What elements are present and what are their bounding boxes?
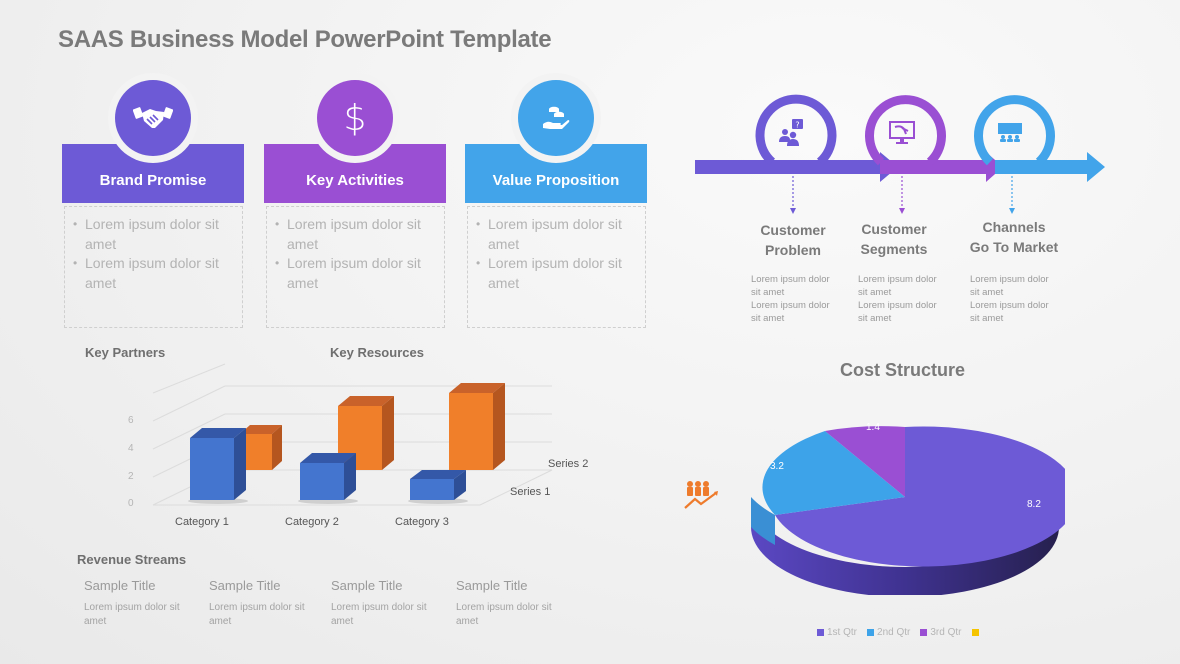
process-arrow-diagram <box>695 94 1105 214</box>
key-resources-label: Key Resources <box>330 345 424 360</box>
legend-swatch <box>867 629 875 636</box>
revenue-item-title: Sample Title <box>84 578 156 593</box>
step-customer-problem-title: Customer Problem <box>760 222 826 258</box>
revenue-item: Sample Title Lorem ipsum dolor sit amet <box>331 578 451 629</box>
category-label: Category 1 <box>175 516 229 528</box>
cost-structure-3d-pie-chart: 8.2 3.2 1.4 <box>751 422 1065 595</box>
coins-in-hand-icon <box>518 80 594 156</box>
step-channels-text: Lorem ipsum dolor sit amet Lorem ipsum d… <box>970 274 1049 324</box>
legend-swatch <box>971 629 979 636</box>
key-partners-label: Key Partners <box>85 345 166 360</box>
revenue-item: Sample Title Lorem ipsum dolor sit amet <box>456 578 576 629</box>
legend-swatch <box>817 629 824 636</box>
card-body: Lorem ipsum dolor sit amet Lorem ipsum d… <box>266 206 445 328</box>
revenue-item-text: Lorem ipsum dolor sit amet <box>331 602 427 627</box>
key-resources-3d-bar-chart <box>152 363 553 506</box>
legend-item: 2nd Qtr <box>867 627 910 638</box>
dollar-icon: $ <box>317 80 393 156</box>
revenue-item-text: Lorem ipsum dolor sit amet <box>84 602 180 627</box>
pie-data-label: 1.4 <box>866 422 880 433</box>
card-body: Lorem ipsum dolor sit amet Lorem ipsum d… <box>64 206 243 328</box>
cost-structure-title: Cost Structure <box>840 360 966 380</box>
monitor-chart-icon <box>889 121 915 144</box>
legend-item <box>971 629 982 636</box>
y-tick: 4 <box>128 443 134 454</box>
revenue-item-title: Sample Title <box>456 578 528 593</box>
series-label: Series 1 <box>510 486 551 498</box>
y-tick: 0 <box>128 498 134 509</box>
legend-item: 3rd Qtr <box>920 627 962 638</box>
bullet-item: Lorem ipsum dolor sit amet <box>275 215 438 254</box>
bullet-item: Lorem ipsum dolor sit amet <box>476 254 639 293</box>
legend-item: 1st Qtr <box>817 627 857 638</box>
revenue-item-title: Sample Title <box>331 578 403 593</box>
svg-text:?: ? <box>795 121 799 130</box>
step-channels-title: Channels Go To Market <box>969 219 1059 255</box>
step-customer-segments-title: Customer Segments <box>860 221 928 257</box>
pie-data-label: 8.2 <box>1027 499 1041 510</box>
slide-title: SAAS Business Model PowerPoint Template <box>58 26 552 53</box>
category-label: Category 3 <box>395 516 449 528</box>
handshake-icon <box>115 80 191 156</box>
revenue-item: Sample Title Lorem ipsum dolor sit amet <box>84 578 204 629</box>
people-question-icon: ? <box>779 119 803 146</box>
pie-legend: 1st Qtr 2nd Qtr 3rd Qtr <box>817 627 982 638</box>
step-customer-segments-text: Lorem ipsum dolor sit amet Lorem ipsum d… <box>858 274 937 324</box>
revenue-item-text: Lorem ipsum dolor sit amet <box>456 602 552 627</box>
y-tick: 6 <box>128 415 134 426</box>
revenue-item-title: Sample Title <box>209 578 281 593</box>
bullet-item: Lorem ipsum dolor sit amet <box>476 215 639 254</box>
bullet-item: Lorem ipsum dolor sit amet <box>275 254 438 293</box>
legend-swatch <box>920 629 928 636</box>
revenue-item-text: Lorem ipsum dolor sit amet <box>209 602 305 627</box>
bullet-item: Lorem ipsum dolor sit amet <box>73 254 236 293</box>
category-label: Category 2 <box>285 516 339 528</box>
series-label: Series 2 <box>548 458 589 470</box>
y-tick: 2 <box>128 471 134 482</box>
card-body: Lorem ipsum dolor sit amet Lorem ipsum d… <box>467 206 646 328</box>
pie-data-label: 3.2 <box>770 461 784 472</box>
revenue-item: Sample Title Lorem ipsum dolor sit amet <box>209 578 329 629</box>
bullet-item: Lorem ipsum dolor sit amet <box>73 215 236 254</box>
team-growth-icon <box>684 481 718 509</box>
revenue-streams-label: Revenue Streams <box>77 552 187 567</box>
audience-presentation-icon <box>998 123 1022 142</box>
step-customer-problem-text: Lorem ipsum dolor sit amet Lorem ipsum d… <box>751 274 830 324</box>
